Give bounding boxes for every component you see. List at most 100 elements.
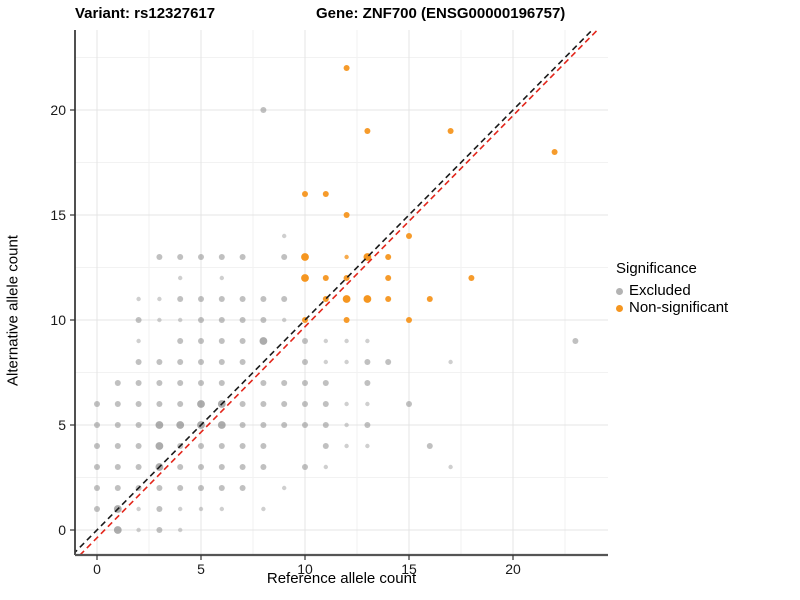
data-point-excluded [239,296,246,302]
data-point-excluded [94,506,100,512]
y-tick-label: 15 [50,207,66,223]
data-point-excluded [114,485,121,491]
data-point-excluded [260,317,267,323]
data-point-excluded [177,254,184,260]
data-point-excluded [135,464,142,470]
data-point-excluded [198,254,204,260]
data-point-excluded [136,338,141,344]
data-point-excluded [365,401,370,407]
data-point-excluded [302,401,308,407]
data-point-excluded [198,485,204,491]
data-point-excluded [281,296,288,302]
data-point-excluded [260,422,267,428]
data-point-excluded [178,317,183,323]
data-point-excluded [219,506,224,512]
data-point-excluded [135,443,142,449]
data-point-non-significant [364,128,371,134]
data-point-excluded [344,443,349,449]
lines-layer [75,30,599,555]
data-point-excluded [94,422,100,428]
plot-title-variant: Variant: rs12327617 [75,5,216,22]
data-point-non-significant [301,253,309,261]
data-point-non-significant [363,295,372,303]
data-point-excluded [198,317,204,323]
data-point-excluded [260,443,267,449]
data-point-excluded [177,464,184,470]
data-point-excluded [239,254,246,260]
data-point-excluded [94,485,100,491]
data-point-excluded [239,422,246,428]
data-point-non-significant [551,149,558,155]
data-point-excluded [155,442,164,450]
data-point-non-significant [385,254,392,260]
legend-item-non-significant: Non-significant [616,300,728,316]
data-point-excluded [239,359,246,365]
legend-key-excluded-dot [616,287,623,295]
data-point-excluded [177,338,184,344]
data-point-excluded [282,317,287,323]
data-point-non-significant [385,275,392,281]
data-point-excluded [156,380,163,386]
legend-label-excluded: Excluded [629,282,691,299]
data-point-excluded [260,296,267,302]
data-point-excluded [282,485,287,491]
data-point-excluded [448,359,453,365]
data-point-non-significant [406,233,412,239]
data-point-excluded [114,380,121,386]
data-point-excluded [198,338,204,344]
data-point-excluded [281,254,288,260]
data-point-excluded [344,422,349,428]
data-point-excluded [239,401,246,407]
data-point-excluded [218,317,225,323]
data-point-excluded [364,359,371,365]
data-point-excluded [94,401,100,407]
data-point-excluded [218,254,225,260]
data-point-non-significant [426,296,433,302]
data-point-excluded [323,464,328,470]
data-point-excluded [218,338,225,344]
data-point-non-significant [322,275,329,281]
identity-line [75,30,594,554]
data-point-excluded [261,506,266,512]
data-point-excluded [302,359,308,365]
x-tick-label: 20 [505,561,521,577]
data-point-excluded [218,359,225,365]
data-point-excluded [177,401,184,407]
data-point-excluded [136,296,141,302]
data-point-excluded [156,401,163,407]
data-point-excluded [281,422,288,428]
data-point-excluded [157,296,162,302]
data-point-excluded [365,443,370,449]
data-point-non-significant [343,212,350,218]
data-point-excluded [178,527,183,533]
data-point-excluded [219,275,224,281]
data-point-excluded [282,233,287,239]
data-point-excluded [198,464,204,470]
data-point-excluded [364,380,371,386]
data-point-excluded [260,401,267,407]
data-point-excluded [157,317,162,323]
data-point-excluded [385,359,392,365]
data-point-excluded [426,443,433,449]
data-point-excluded [198,359,204,365]
data-point-excluded [135,422,142,428]
data-point-excluded [114,464,121,470]
legend-item-excluded: Excluded [616,283,728,299]
data-point-excluded [323,359,328,365]
data-point-excluded [198,506,204,512]
y-tick-label: 0 [58,522,66,538]
data-point-non-significant [343,65,350,71]
x-tick-label: 10 [297,561,313,577]
data-point-excluded [344,359,349,365]
data-point-non-significant [322,191,329,197]
data-point-excluded [344,401,349,407]
data-point-excluded [114,443,121,449]
x-axis-title: Reference allele count [266,570,417,587]
data-point-excluded [114,422,121,428]
data-point-excluded [281,401,288,407]
data-point-excluded [281,380,288,386]
data-point-excluded [322,380,329,386]
data-point-excluded [198,296,204,302]
data-point-excluded [156,359,163,365]
